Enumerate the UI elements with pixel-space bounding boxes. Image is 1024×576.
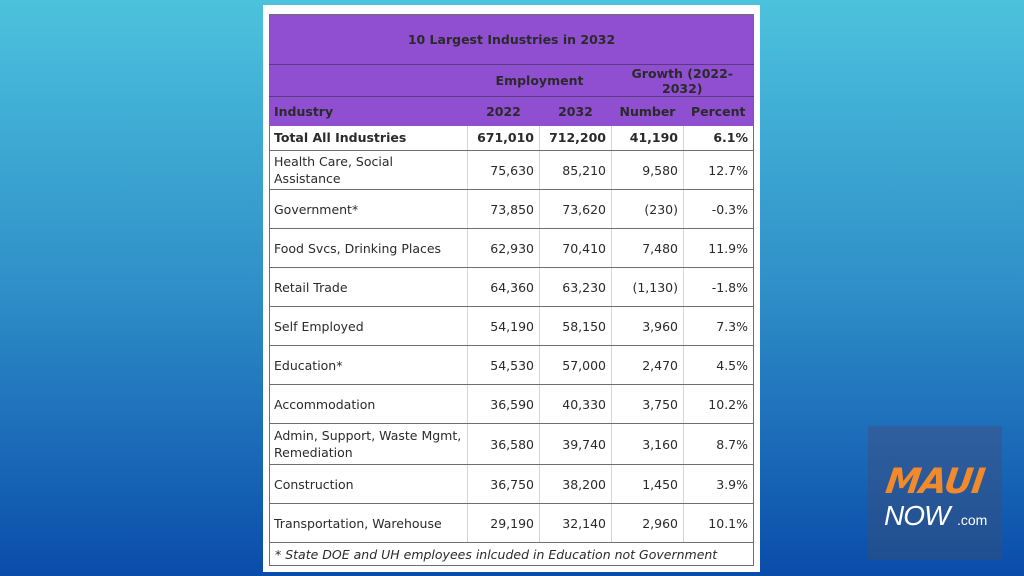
column-header-2032: 2032	[539, 96, 612, 126]
cell-2022: 36,580	[467, 423, 540, 465]
cell-number: 1,450	[611, 464, 684, 504]
cell-2032: 712,200	[539, 125, 612, 151]
cell-percent: 10.1%	[682, 503, 754, 543]
cell-industry: Education*	[269, 345, 468, 385]
cell-2022: 54,530	[467, 345, 540, 385]
cell-industry: Accommodation	[269, 384, 468, 424]
cell-industry: Self Employed	[269, 306, 468, 346]
cell-number: 7,480	[611, 228, 684, 268]
column-header-row: Industry 2022 2032 Number Percent	[269, 96, 754, 126]
table-card: 10 Largest Industries in 2032 Employment…	[263, 5, 760, 572]
cell-2022: 36,750	[467, 464, 540, 504]
table-row: Transportation, Warehouse 29,190 32,140 …	[269, 503, 754, 543]
cell-2032: 63,230	[539, 267, 612, 307]
cell-number: 9,580	[611, 150, 684, 190]
cell-industry: Health Care, Social Assistance	[269, 150, 468, 190]
cell-industry: Government*	[269, 189, 468, 229]
footnote-row: * State DOE and UH employees inlcuded in…	[270, 543, 754, 566]
cell-number: 41,190	[611, 125, 684, 151]
cell-industry: Total All Industries	[269, 125, 468, 151]
cell-industry: Transportation, Warehouse	[269, 503, 468, 543]
cell-2022: 73,850	[467, 189, 540, 229]
table-title: 10 Largest Industries in 2032	[269, 14, 754, 65]
cell-number: (1,130)	[611, 267, 684, 307]
logo-now-text: NOW	[884, 500, 950, 531]
cell-percent: -0.3%	[682, 189, 754, 229]
total-row: Total All Industries 671,010 712,200 41,…	[269, 125, 754, 151]
column-header-industry: Industry	[269, 96, 468, 126]
table-row: Self Employed 54,190 58,150 3,960 7.3%	[269, 306, 754, 346]
column-header-2022: 2022	[467, 96, 540, 126]
cell-2022: 36,590	[467, 384, 540, 424]
cell-2022: 671,010	[467, 125, 540, 151]
cell-number: 2,960	[611, 503, 684, 543]
cell-percent: 10.2%	[682, 384, 754, 424]
table-row: Education* 54,530 57,000 2,470 4.5%	[269, 345, 754, 385]
cell-2032: 57,000	[539, 345, 612, 385]
logo-com-text: .com	[957, 512, 988, 528]
title-row: 10 Largest Industries in 2032	[269, 14, 754, 65]
table-row: Construction 36,750 38,200 1,450 3.9%	[269, 464, 754, 504]
table-row: Government* 73,850 73,620 (230) -0.3%	[269, 189, 754, 229]
cell-industry: Construction	[269, 464, 468, 504]
cell-2032: 39,740	[539, 423, 612, 465]
cell-percent: 8.7%	[682, 423, 754, 465]
cell-2032: 38,200	[539, 464, 612, 504]
cell-2022: 54,190	[467, 306, 540, 346]
cell-2032: 40,330	[539, 384, 612, 424]
maui-now-logo: MAUI NOW .com	[868, 426, 1002, 560]
cell-industry: Food Svcs, Drinking Places	[269, 228, 468, 268]
cell-percent: 7.3%	[682, 306, 754, 346]
cell-percent: 6.1%	[682, 125, 754, 151]
cell-2032: 73,620	[539, 189, 612, 229]
column-header-percent: Percent	[683, 96, 754, 126]
table-row: Retail Trade 64,360 63,230 (1,130) -1.8%	[269, 267, 754, 307]
industries-table: 10 Largest Industries in 2032 Employment…	[269, 14, 755, 566]
cell-2022: 75,630	[467, 150, 540, 190]
cell-2032: 32,140	[539, 503, 612, 543]
cell-2032: 85,210	[539, 150, 612, 190]
cell-number: 2,470	[611, 345, 684, 385]
cell-2032: 58,150	[539, 306, 612, 346]
cell-number: 3,160	[611, 423, 684, 465]
table-row: Accommodation 36,590 40,330 3,750 10.2%	[269, 384, 754, 424]
cell-percent: 12.7%	[682, 150, 754, 190]
cell-percent: 11.9%	[682, 228, 754, 268]
cell-number: 3,960	[611, 306, 684, 346]
cell-2022: 29,190	[467, 503, 540, 543]
group-header-employment: Employment	[467, 64, 612, 97]
table-row: Admin, Support, Waste Mgmt, Remediation …	[269, 423, 754, 465]
cell-industry: Retail Trade	[269, 267, 468, 307]
cell-2032: 70,410	[539, 228, 612, 268]
cell-number: (230)	[611, 189, 684, 229]
logo-maui-text: MAUI	[883, 462, 987, 502]
cell-percent: -1.8%	[682, 267, 754, 307]
group-header-row: Employment Growth (2022-2032)	[269, 64, 754, 97]
table-row: Health Care, Social Assistance 75,630 85…	[269, 150, 754, 190]
cell-number: 3,750	[611, 384, 684, 424]
group-header-blank	[269, 64, 468, 97]
table-row: Food Svcs, Drinking Places 62,930 70,410…	[269, 228, 754, 268]
cell-industry: Admin, Support, Waste Mgmt, Remediation	[269, 423, 468, 465]
column-header-number: Number	[611, 96, 684, 126]
group-header-growth: Growth (2022-2032)	[611, 64, 754, 97]
cell-percent: 3.9%	[682, 464, 754, 504]
cell-percent: 4.5%	[682, 345, 754, 385]
cell-2022: 64,360	[467, 267, 540, 307]
cell-2022: 62,930	[467, 228, 540, 268]
footnote: * State DOE and UH employees inlcuded in…	[275, 546, 718, 562]
